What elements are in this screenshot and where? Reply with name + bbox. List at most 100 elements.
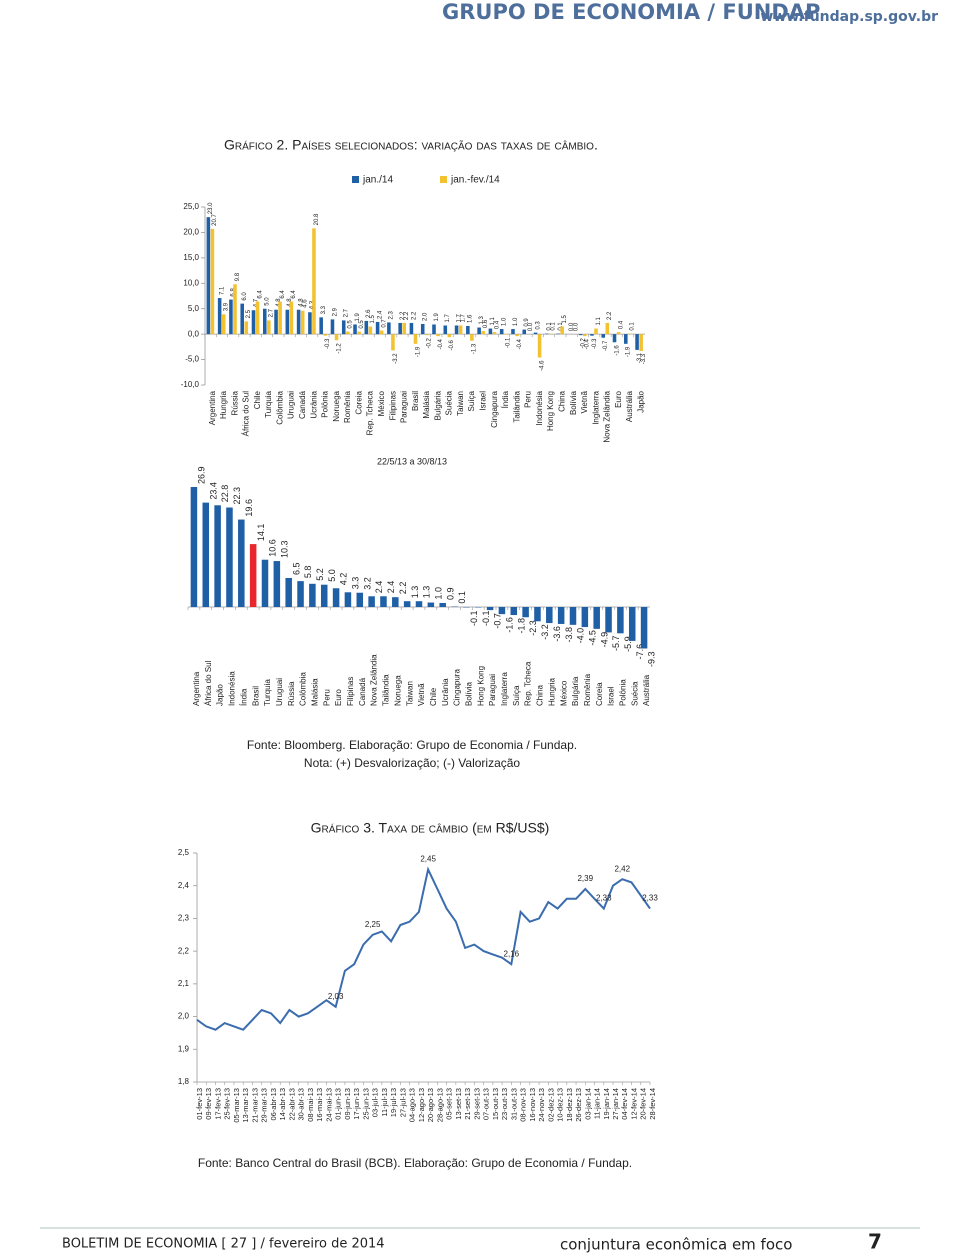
x-tick-label: 09-jun-13: [343, 1088, 352, 1120]
value-label: 22.3: [232, 487, 242, 505]
value-label: -1.9: [626, 346, 632, 357]
bar: [330, 319, 335, 335]
value-label: 9.8: [235, 272, 241, 281]
value-label: 2.2: [400, 311, 406, 320]
x-tick-label: Peru: [524, 391, 533, 408]
value-label: 2.4: [374, 581, 384, 594]
x-tick-label: 21-mar-13: [250, 1088, 259, 1123]
value-label: -0.6: [449, 340, 455, 351]
bar: [380, 596, 387, 607]
value-label: 1.5: [370, 315, 376, 324]
bar: [556, 333, 560, 335]
value-label: -0.2: [427, 338, 433, 349]
legend-swatch: [440, 176, 447, 183]
bar: [387, 322, 391, 335]
bar: [605, 607, 612, 633]
bar: [488, 328, 493, 335]
bar: [255, 301, 260, 335]
bar: [210, 228, 215, 335]
x-tick-label: Colômbia: [275, 390, 284, 424]
x-tick-label: Uruguai: [275, 678, 284, 706]
x-tick-label: 19-jul-13: [389, 1088, 398, 1117]
x-tick-label: 27-jul-13: [398, 1088, 407, 1117]
legend-label: jan./14: [362, 175, 393, 186]
value-label: 26.9: [197, 466, 207, 484]
line: [196, 866, 651, 1031]
bar: [628, 607, 636, 641]
x-tick-label: Bolívia: [464, 681, 473, 706]
value-label: 2.2: [607, 311, 613, 320]
bar: [466, 326, 470, 335]
x-tick-label: 31-out-13: [509, 1088, 518, 1120]
x-tick-label: Chile: [253, 390, 262, 409]
chart-title: Gráfico 3. Taxa de câmbio (em R$/US$): [311, 820, 550, 836]
bar: [454, 325, 459, 335]
value-label: 1.5: [562, 315, 568, 324]
value-label: 4.6: [303, 299, 309, 308]
bar: [481, 331, 485, 335]
value-label: 1.9: [434, 312, 440, 321]
x-tick-label: China: [557, 390, 566, 411]
value-label: 22.8: [220, 485, 230, 503]
annotation: 2,39: [577, 874, 593, 883]
x-tick-label: Índia: [239, 688, 248, 706]
value-label: -0.2: [580, 338, 586, 349]
footer-bulletin: BOLETIM DE ECONOMIA [ 27 ] / fevereiro d…: [62, 1237, 385, 1252]
bar: [557, 607, 565, 624]
x-tick-label: Cingapura: [453, 669, 462, 706]
x-tick-label: México: [559, 680, 568, 706]
x-tick-label: 25-jun-13: [361, 1088, 370, 1120]
header-title: GRUPO DE ECONOMIA / FUNDAP: [442, 0, 820, 24]
x-tick-label: Noruega: [393, 675, 402, 706]
legend-swatch: [352, 176, 359, 183]
bar: [640, 607, 648, 649]
bar: [612, 334, 617, 343]
value-label: 1.0: [433, 587, 443, 600]
x-tick-label: Japão: [636, 390, 645, 412]
x-tick-label: Nova Zelândia: [603, 390, 612, 442]
x-tick-label: 27-jan-14: [611, 1088, 620, 1120]
x-tick-label: 03-jan-14: [583, 1088, 592, 1120]
bar: [261, 559, 269, 607]
bar: [593, 607, 600, 629]
bar: [206, 217, 211, 335]
value-label: -4.6: [539, 360, 545, 371]
source: Fonte: Bloomberg. Elaboração: Grupo de E…: [247, 738, 577, 752]
y-tick-label: 10,0: [183, 278, 199, 287]
x-tick-label: Suécia: [445, 390, 454, 415]
value-label: 1.7: [445, 313, 451, 322]
bar: [319, 317, 323, 335]
bar: [346, 331, 350, 335]
value-label: 0.7: [381, 319, 387, 328]
x-tick-label: Nova Zelândia: [370, 654, 379, 706]
bar: [624, 334, 628, 344]
x-tick-label: Rússia: [287, 681, 296, 706]
bar: [364, 320, 369, 335]
x-tick-label: 04-fev-14: [620, 1088, 629, 1120]
value-label: -0.7: [493, 613, 503, 629]
bar: [312, 228, 316, 335]
value-label: 2.3: [389, 310, 395, 319]
value-label: -1.9: [415, 346, 421, 357]
bar: [616, 332, 621, 335]
bar: [274, 309, 278, 335]
bar: [533, 332, 538, 335]
x-tick-label: 02-dez-13: [546, 1088, 555, 1122]
value-label: -1.3: [472, 343, 478, 354]
value-label: -3.2: [393, 353, 399, 364]
x-tick-label: Filipinas: [388, 391, 397, 420]
bar: [375, 321, 380, 335]
bar: [249, 544, 257, 607]
bar: [379, 330, 384, 335]
value-label: 20.8: [314, 213, 320, 225]
value-label: 2.2: [398, 582, 408, 595]
header-url: www.fundap.sp.gov.br: [760, 9, 938, 25]
bar: [447, 334, 452, 338]
x-tick-label: Indonésia: [535, 390, 544, 425]
x-tick-label: 16-mai-13: [315, 1088, 324, 1122]
x-tick-label: Coreia: [595, 682, 604, 706]
x-tick-label: 13-set-13: [454, 1088, 463, 1120]
bar: [635, 334, 639, 350]
x-tick-label: Canadá: [298, 390, 307, 419]
x-tick-label: Peru: [322, 689, 331, 706]
